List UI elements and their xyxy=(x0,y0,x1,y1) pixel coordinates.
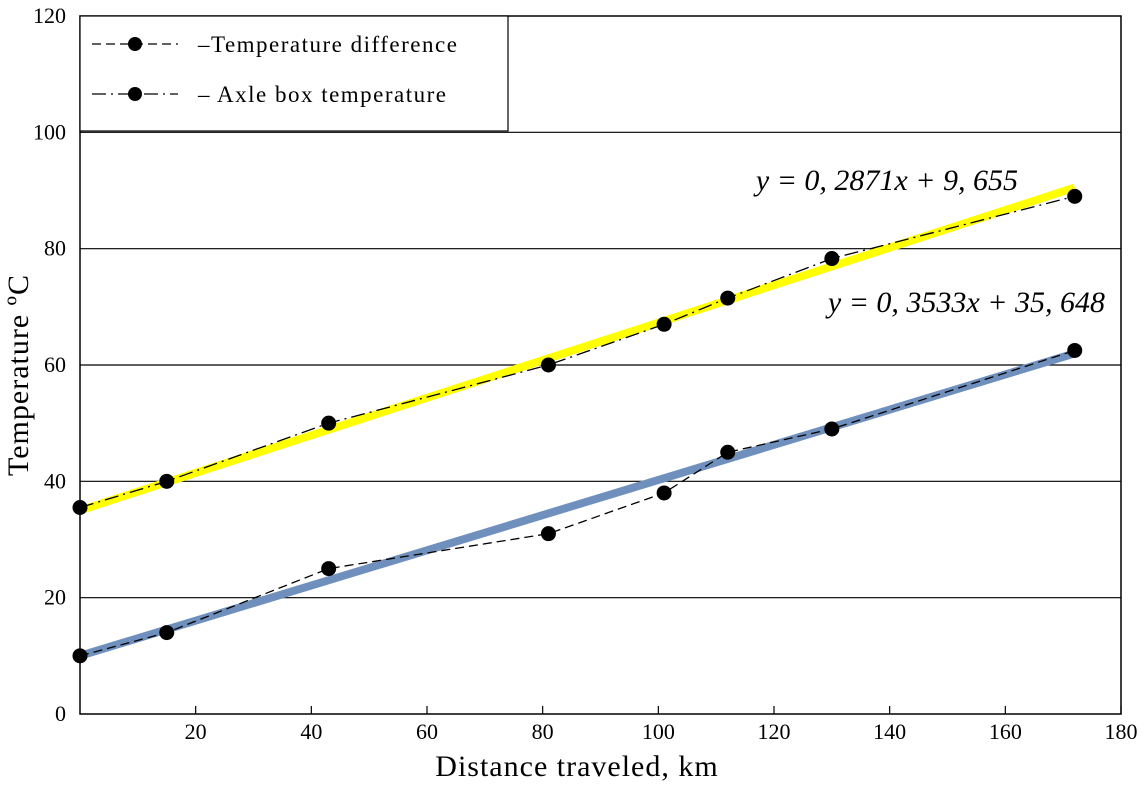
trendline-1 xyxy=(78,183,1076,515)
x-tick-label: 160 xyxy=(989,719,1022,744)
data-point xyxy=(159,473,175,489)
y-tick-label: 100 xyxy=(33,119,66,144)
data-point xyxy=(321,561,337,577)
legend-label: – Axle box temperature xyxy=(197,82,448,107)
x-tick-label: 120 xyxy=(758,719,791,744)
trend-equation-0: y = 0, 3533x + 35, 648 xyxy=(825,286,1105,319)
trend-equations: y = 0, 3533x + 35, 648 y = 0, 2871x + 9, … xyxy=(753,164,1105,319)
x-tick-label: 80 xyxy=(532,719,554,744)
plot-border xyxy=(79,15,1122,715)
data-point xyxy=(540,357,556,373)
series-line-0 xyxy=(79,349,1075,657)
series-line-1 xyxy=(79,195,1075,509)
y-tick-label: 80 xyxy=(44,236,66,261)
x-tick-label: 60 xyxy=(416,719,438,744)
legend-label: –Temperature difference xyxy=(197,32,458,57)
x-tick-label: 140 xyxy=(873,719,906,744)
trend-equation-1: y = 0, 2871x + 9, 655 xyxy=(753,164,1018,197)
data-point xyxy=(1067,342,1083,358)
data-point xyxy=(1067,188,1083,204)
x-tick-label: 180 xyxy=(1105,719,1138,744)
legend-marker xyxy=(128,37,142,51)
x-axis-label: Distance traveled, km xyxy=(435,750,718,783)
data-point xyxy=(720,444,736,460)
data-point xyxy=(824,421,840,437)
data-point xyxy=(321,415,337,431)
x-tick-label: 100 xyxy=(642,719,675,744)
data-series xyxy=(72,188,1083,664)
y-tick-label: 40 xyxy=(44,468,66,493)
y-tick-label: 120 xyxy=(33,3,66,28)
trendlines xyxy=(78,183,1076,660)
y-axis-label: Temperature ºC xyxy=(2,274,35,476)
data-point xyxy=(720,290,736,306)
x-tick-label: 20 xyxy=(185,719,207,744)
x-tick-label: 40 xyxy=(300,719,322,744)
y-tick-label: 60 xyxy=(44,352,66,377)
plot-frame xyxy=(79,15,1122,715)
data-point xyxy=(824,251,840,267)
y-tick-label: 0 xyxy=(55,701,66,726)
legend: –Temperature difference – Axle box temper… xyxy=(79,15,509,132)
legend-marker xyxy=(128,87,142,101)
data-point xyxy=(159,625,175,641)
data-point xyxy=(540,526,556,542)
data-point xyxy=(656,316,672,332)
data-point xyxy=(656,485,672,501)
grid-lines xyxy=(80,131,1121,599)
legend-box xyxy=(79,15,509,132)
tick-labels: 20 40 60 80 100 120 140 160 180 0 20 40 60 80 100 120 xyxy=(33,3,1138,744)
y-tick-label: 20 xyxy=(44,585,66,610)
